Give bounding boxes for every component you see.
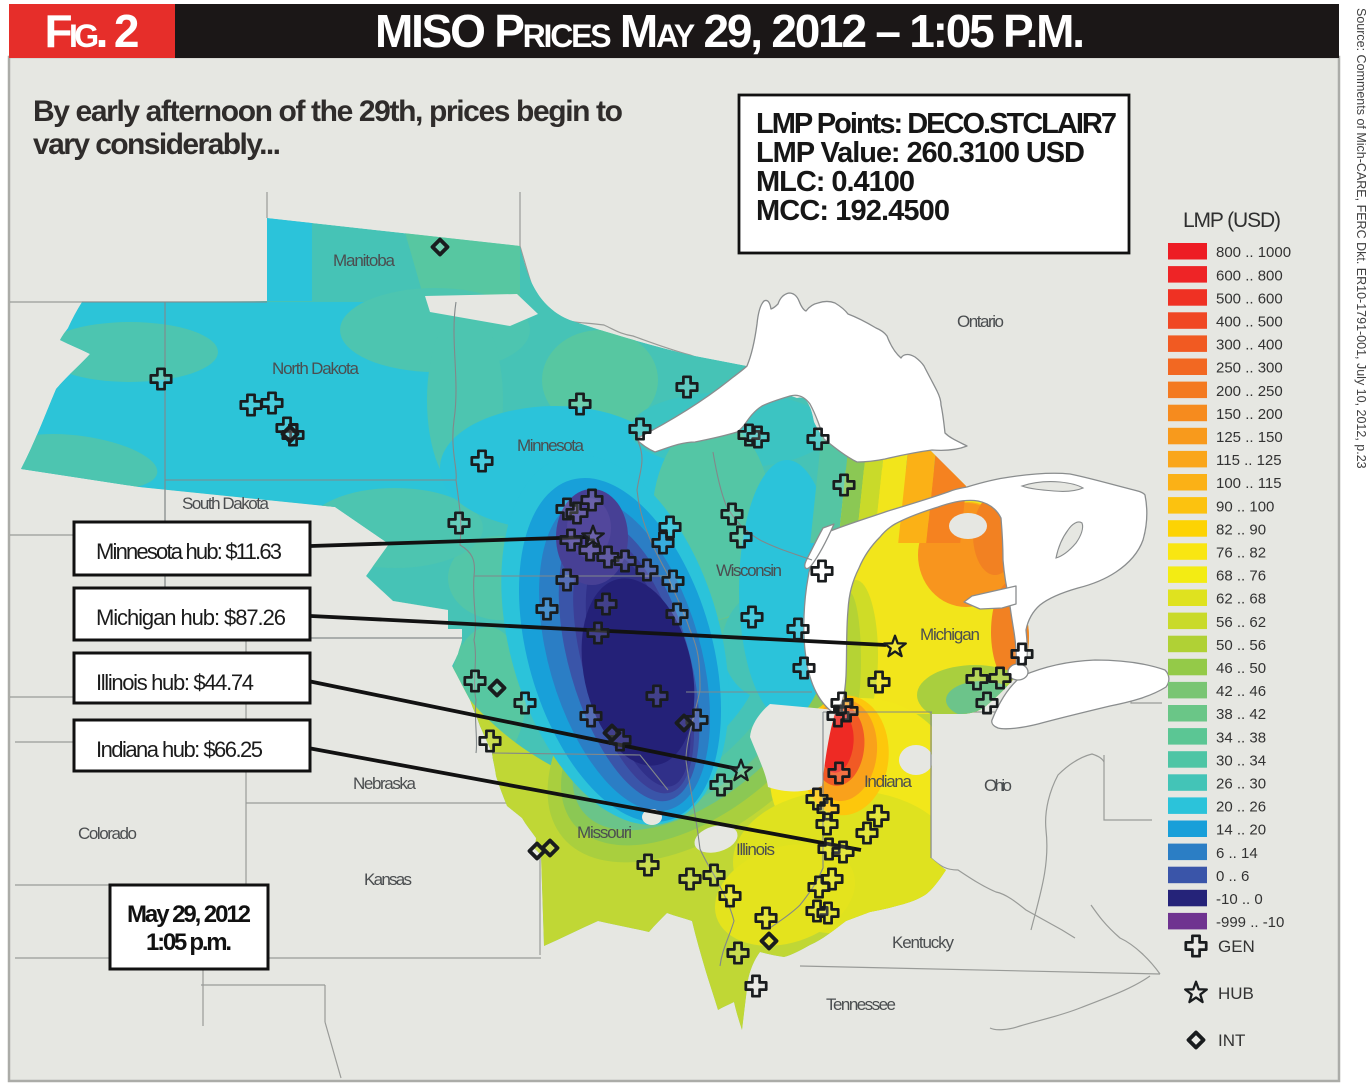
svg-text:North Dakota: North Dakota xyxy=(272,359,360,378)
svg-text:Colorado: Colorado xyxy=(78,824,137,843)
svg-text:250 .. 300: 250 .. 300 xyxy=(1216,360,1283,377)
svg-text:150 .. 200: 150 .. 200 xyxy=(1216,406,1283,423)
svg-text:26 .. 30: 26 .. 30 xyxy=(1216,776,1266,793)
svg-text:Kentucky: Kentucky xyxy=(892,933,955,952)
svg-text:500 .. 600: 500 .. 600 xyxy=(1216,290,1283,307)
svg-text:76 .. 82: 76 .. 82 xyxy=(1216,545,1266,562)
svg-text:MCC: 192.4500: MCC: 192.4500 xyxy=(756,195,950,227)
svg-text:GEN: GEN xyxy=(1218,937,1255,956)
svg-text:Kansas: Kansas xyxy=(364,870,412,889)
svg-text:LMP (USD): LMP (USD) xyxy=(1183,209,1281,232)
svg-text:50 .. 56: 50 .. 56 xyxy=(1216,637,1266,654)
svg-text:82 .. 90: 82 .. 90 xyxy=(1216,521,1266,538)
svg-text:INT: INT xyxy=(1218,1031,1245,1050)
svg-text:100 .. 115: 100 .. 115 xyxy=(1216,475,1282,492)
svg-text:38 .. 42: 38 .. 42 xyxy=(1216,706,1266,723)
svg-text:300 .. 400: 300 .. 400 xyxy=(1216,337,1283,354)
svg-text:Fig. 2: Fig. 2 xyxy=(45,5,140,57)
svg-text:Tennessee: Tennessee xyxy=(826,995,896,1014)
svg-text:Nebraska: Nebraska xyxy=(353,774,417,793)
svg-text:90 .. 100: 90 .. 100 xyxy=(1216,498,1274,515)
svg-text:LMP Value: 260.3100 USD: LMP Value: 260.3100 USD xyxy=(756,137,1085,169)
svg-text:Source: Comments of Mich-CARE,: Source: Comments of Mich-CARE, FERC Dkt.… xyxy=(1354,8,1366,469)
svg-text:68 .. 76: 68 .. 76 xyxy=(1216,568,1266,585)
svg-text:By early afternoon of the 29th: By early afternoon of the 29th, prices b… xyxy=(33,95,623,128)
svg-text:Ohio: Ohio xyxy=(984,776,1012,795)
svg-text:MISO Prices May 29, 2012 – 1:0: MISO Prices May 29, 2012 – 1:05 P.M. xyxy=(375,5,1085,57)
svg-text:800 .. 1000: 800 .. 1000 xyxy=(1216,244,1291,261)
svg-text:62 .. 68: 62 .. 68 xyxy=(1216,591,1266,608)
svg-text:1:05 p.m.: 1:05 p.m. xyxy=(146,929,232,956)
svg-text:20 .. 26: 20 .. 26 xyxy=(1216,799,1266,816)
svg-text:115 .. 125: 115 .. 125 xyxy=(1216,452,1282,469)
svg-text:56 .. 62: 56 .. 62 xyxy=(1216,614,1266,631)
svg-text:600 .. 800: 600 .. 800 xyxy=(1216,267,1283,284)
svg-text:Michigan: Michigan xyxy=(920,625,980,644)
svg-text:6 .. 14: 6 .. 14 xyxy=(1216,845,1258,862)
svg-text:-10 .. 0: -10 .. 0 xyxy=(1216,891,1263,908)
svg-text:Minnesota hub: $11.63: Minnesota hub: $11.63 xyxy=(96,539,282,564)
svg-text:vary considerably...: vary considerably... xyxy=(33,128,281,161)
svg-text:Manitoba: Manitoba xyxy=(333,251,396,270)
svg-text:34 .. 38: 34 .. 38 xyxy=(1216,729,1266,746)
svg-text:42 .. 46: 42 .. 46 xyxy=(1216,683,1266,700)
svg-text:HUB: HUB xyxy=(1218,984,1254,1003)
svg-text:Indiana hub: $66.25: Indiana hub: $66.25 xyxy=(96,737,263,762)
svg-text:30 .. 34: 30 .. 34 xyxy=(1216,752,1266,769)
svg-text:400 .. 500: 400 .. 500 xyxy=(1216,314,1283,331)
svg-text:0 .. 6: 0 .. 6 xyxy=(1216,868,1249,885)
svg-text:MLC: 0.4100: MLC: 0.4100 xyxy=(756,166,915,198)
svg-text:14 .. 20: 14 .. 20 xyxy=(1216,822,1266,839)
svg-text:Indiana: Indiana xyxy=(864,772,913,791)
svg-text:Illinois: Illinois xyxy=(736,840,775,859)
svg-text:Illinois hub: $44.74: Illinois hub: $44.74 xyxy=(96,670,254,695)
svg-text:South Dakota: South Dakota xyxy=(182,494,270,513)
svg-text:Missouri: Missouri xyxy=(577,823,632,842)
svg-text:Ontario: Ontario xyxy=(957,312,1004,331)
svg-text:46 .. 50: 46 .. 50 xyxy=(1216,660,1266,677)
svg-text:125 .. 150: 125 .. 150 xyxy=(1216,429,1283,446)
svg-text:Minnesota: Minnesota xyxy=(517,436,585,455)
svg-text:Michigan hub: $87.26: Michigan hub: $87.26 xyxy=(96,605,286,630)
svg-text:Wisconsin: Wisconsin xyxy=(716,561,782,580)
svg-text:LMP Points: DECO.STCLAIR7: LMP Points: DECO.STCLAIR7 xyxy=(756,108,1117,140)
svg-text:-999 .. -10: -999 .. -10 xyxy=(1216,914,1284,931)
svg-text:May 29, 2012: May 29, 2012 xyxy=(127,901,251,928)
svg-text:200 .. 250: 200 .. 250 xyxy=(1216,383,1283,400)
